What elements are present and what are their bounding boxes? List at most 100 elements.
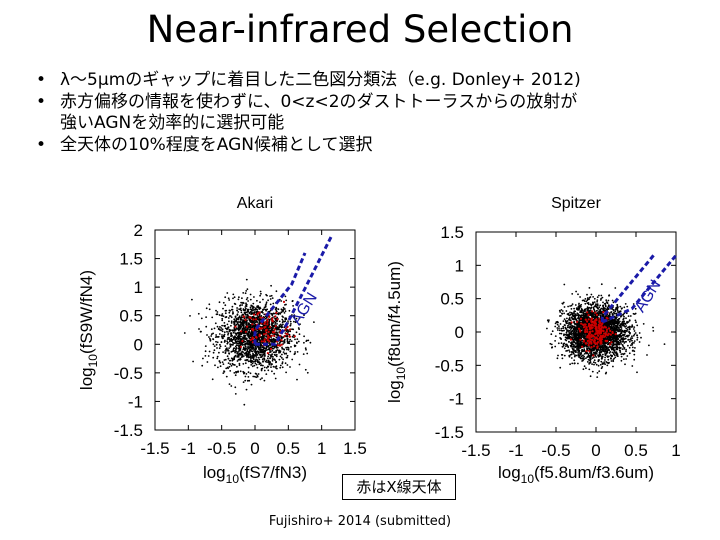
source-point <box>231 329 234 332</box>
source-point <box>220 341 223 344</box>
source-point <box>295 317 298 320</box>
source-point <box>252 352 254 355</box>
source-point <box>257 338 260 340</box>
source-point <box>221 330 224 333</box>
source-point <box>234 345 237 348</box>
source-point <box>243 335 246 338</box>
source-point <box>663 343 666 345</box>
source-point <box>577 338 580 340</box>
source-point <box>279 341 281 344</box>
source-point <box>245 303 248 306</box>
source-point <box>602 308 604 310</box>
source-point <box>588 368 591 371</box>
source-point <box>561 357 564 360</box>
source-point <box>603 302 606 305</box>
source-point <box>303 314 305 316</box>
source-point <box>559 337 561 339</box>
source-point <box>268 310 271 313</box>
source-point <box>549 342 552 345</box>
source-point <box>211 316 214 319</box>
source-point <box>579 296 581 298</box>
source-point <box>611 313 614 315</box>
source-point <box>620 343 622 345</box>
source-point <box>247 300 250 302</box>
source-point <box>221 319 224 322</box>
source-point <box>255 352 258 354</box>
source-point <box>261 367 264 370</box>
source-point <box>612 352 615 355</box>
source-point <box>216 311 219 313</box>
source-point <box>243 352 246 355</box>
source-point <box>570 330 572 333</box>
source-point <box>577 322 580 325</box>
source-point <box>642 323 645 325</box>
source-point <box>596 321 598 323</box>
source-point <box>627 315 630 317</box>
source-point <box>223 322 226 324</box>
source-point <box>224 327 227 330</box>
source-point <box>596 372 599 374</box>
source-point <box>573 355 576 358</box>
source-point <box>286 354 289 357</box>
source-point <box>217 366 219 369</box>
source-point <box>246 349 249 352</box>
source-point <box>250 361 253 364</box>
source-point <box>293 320 295 323</box>
source-point <box>234 338 237 341</box>
source-point <box>554 322 557 325</box>
source-point <box>600 360 603 363</box>
xray-source-point <box>251 323 254 326</box>
source-point <box>232 331 235 334</box>
source-point <box>602 306 605 309</box>
source-point <box>250 321 253 324</box>
source-point <box>234 351 237 354</box>
source-point <box>239 304 241 307</box>
source-point <box>612 339 615 342</box>
source-point <box>250 349 252 351</box>
source-point <box>285 356 288 359</box>
source-point <box>243 343 246 346</box>
source-point <box>607 347 609 349</box>
source-point <box>275 331 278 334</box>
source-point <box>255 346 257 349</box>
source-point <box>240 315 243 317</box>
source-point <box>240 335 242 338</box>
source-point <box>230 333 233 336</box>
source-point <box>261 354 263 356</box>
source-point <box>580 355 583 358</box>
source-point <box>575 290 577 293</box>
source-point <box>613 343 616 346</box>
source-point <box>298 317 301 320</box>
x-tick-label: 0.5 <box>277 439 301 458</box>
xray-source-point <box>283 335 286 338</box>
source-point <box>207 355 210 357</box>
source-point <box>596 376 599 378</box>
xray-source-point <box>240 330 243 333</box>
source-point <box>238 345 240 348</box>
source-point <box>228 320 230 323</box>
xray-source-point <box>268 340 271 343</box>
source-point <box>223 370 226 373</box>
source-point <box>250 304 253 307</box>
source-point <box>263 379 266 382</box>
source-point <box>618 343 621 346</box>
source-point <box>282 310 284 313</box>
source-point <box>249 324 252 326</box>
source-point <box>583 336 586 338</box>
source-point <box>247 356 250 359</box>
source-point <box>246 353 249 356</box>
source-point <box>632 334 635 337</box>
source-point <box>573 334 576 337</box>
source-point <box>238 316 241 319</box>
source-point <box>589 309 592 312</box>
source-point <box>598 355 601 358</box>
source-point <box>633 333 636 336</box>
source-point <box>590 293 593 296</box>
source-point <box>566 326 569 329</box>
source-point <box>265 303 268 305</box>
source-point <box>259 290 262 293</box>
source-point <box>230 364 233 367</box>
source-point <box>588 309 591 312</box>
source-point <box>287 330 290 333</box>
source-point <box>249 306 252 309</box>
